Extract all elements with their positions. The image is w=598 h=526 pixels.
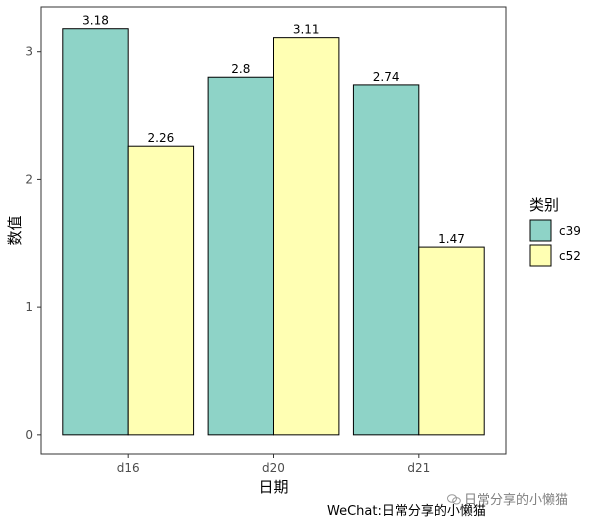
legend-title: 类别 xyxy=(529,196,559,214)
legend-label-c39: c39 xyxy=(559,224,581,238)
bar-c39-d16 xyxy=(62,28,129,436)
x-axis: d16 d20 d21 xyxy=(117,454,430,475)
wechat-icon xyxy=(447,494,461,505)
y-axis-title: 数值 xyxy=(6,215,24,245)
y-tick-label: 1 xyxy=(25,300,33,314)
x-axis-title: 日期 xyxy=(258,478,288,496)
x-tick-label: d21 xyxy=(407,461,430,475)
x-tick-label: d16 xyxy=(117,461,140,475)
y-axis: 0 1 2 3 xyxy=(25,45,41,442)
y-tick-label: 0 xyxy=(25,428,33,442)
y-tick-label: 3 xyxy=(25,45,33,59)
data-label-c39-d20: 2.8 xyxy=(231,62,250,76)
data-labels-layer: 3.18 2.26 2.8 3.11 2.74 1.47 xyxy=(82,14,465,246)
data-label-c39-d16: 3.18 xyxy=(82,14,109,28)
data-label-c52-d16: 2.26 xyxy=(148,131,175,145)
data-label-c52-d20: 3.11 xyxy=(293,23,320,37)
wechat-caption: WeChat:日常分享的小懒猫 xyxy=(327,504,486,519)
y-tick-label: 2 xyxy=(25,172,33,186)
data-label-c39-d21: 2.74 xyxy=(373,70,400,84)
bar-c52-d16 xyxy=(127,145,195,436)
bar-c52-d20 xyxy=(273,37,340,436)
legend-key-c39 xyxy=(529,219,552,242)
bars-layer xyxy=(62,28,485,436)
watermark-text: 日常分享的小懒猫 xyxy=(464,493,569,508)
x-tick-label: d20 xyxy=(262,461,285,475)
legend-label-c52: c52 xyxy=(559,249,581,263)
data-label-c52-d21: 1.47 xyxy=(438,232,465,246)
bar-c39-d21 xyxy=(352,84,420,436)
bar-c39-d20 xyxy=(207,76,274,436)
watermark: 日常分享的小懒猫 xyxy=(447,489,568,508)
bar-c52-d21 xyxy=(418,246,485,436)
legend-key-c52 xyxy=(529,244,552,267)
legend: 类别 c39 c52 xyxy=(529,196,581,267)
